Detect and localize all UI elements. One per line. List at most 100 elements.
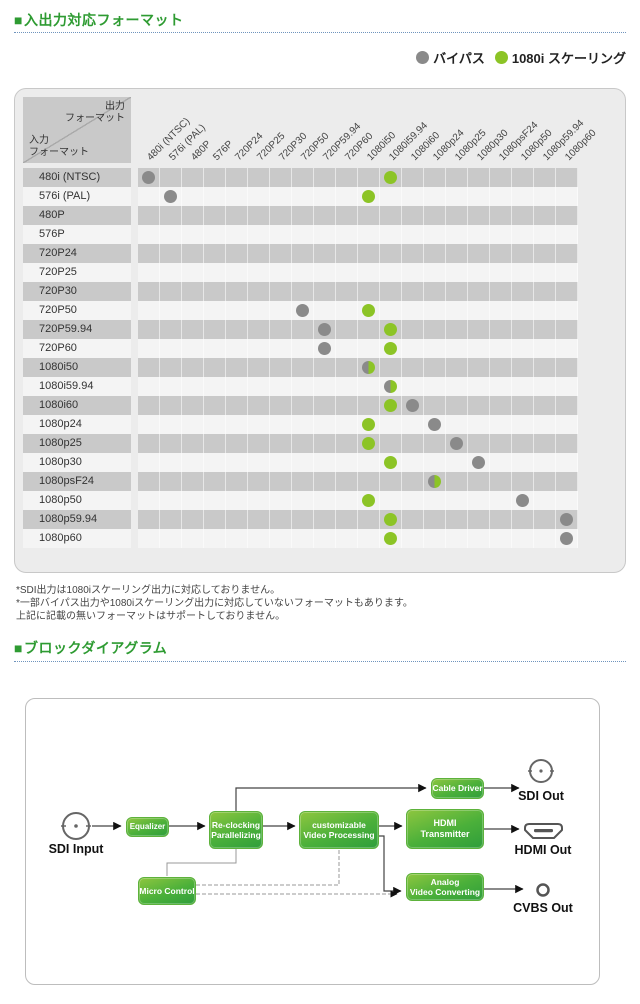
matrix-cell: [292, 358, 314, 377]
matrix-cell: [402, 472, 424, 491]
matrix-cell: [270, 301, 292, 320]
matrix-cell: [336, 339, 358, 358]
matrix-row-label: 1080p24: [23, 415, 131, 434]
matrix-cell: [380, 529, 402, 548]
matrix-cell: [248, 434, 270, 453]
matrix-cell: [512, 510, 534, 529]
matrix-cell: [380, 434, 402, 453]
matrix-cell: [512, 491, 534, 510]
matrix-cell: [534, 263, 556, 282]
matrix-cell: [336, 510, 358, 529]
matrix-cell: [270, 415, 292, 434]
bypass-dot: [406, 399, 419, 412]
matrix-cell: [512, 377, 534, 396]
matrix-cell: [380, 206, 402, 225]
matrix-cell: [314, 510, 336, 529]
matrix-cell: [248, 396, 270, 415]
matrix-cell: [292, 282, 314, 301]
matrix-row-gap: [131, 453, 138, 472]
matrix-cell: [358, 377, 380, 396]
format-matrix: 出力 フォーマット 入力 フォーマット 480i (NTSC) 576i (PAL…: [14, 88, 626, 573]
port-label-hdmi-out: HDMI Out: [514, 843, 572, 857]
matrix-cell: [424, 453, 446, 472]
matrix-cell: [160, 453, 182, 472]
matrix-cell: [490, 358, 512, 377]
matrix-cell: [512, 339, 534, 358]
matrix-cell: [380, 510, 402, 529]
matrix-cell: [226, 339, 248, 358]
matrix-row-label: 576P: [23, 225, 131, 244]
matrix-cell: [446, 263, 468, 282]
matrix-cell: [182, 320, 204, 339]
matrix-cell: [358, 187, 380, 206]
matrix-cell: [270, 282, 292, 301]
matrix-cell: [314, 491, 336, 510]
matrix-cell: [402, 434, 424, 453]
matrix-cell: [204, 320, 226, 339]
matrix-cell: [270, 358, 292, 377]
matrix-cell: [446, 206, 468, 225]
matrix-cell: [138, 396, 160, 415]
matrix-cell: [424, 434, 446, 453]
matrix-cell: [446, 377, 468, 396]
matrix-cell: [336, 491, 358, 510]
matrix-cell: [358, 168, 380, 187]
bnc-output-icon: [528, 759, 554, 783]
matrix-row: 480P: [15, 206, 578, 225]
matrix-cell: [292, 168, 314, 187]
matrix-cell: [336, 301, 358, 320]
matrix-cell: [424, 415, 446, 434]
matrix-cell: [380, 282, 402, 301]
bypass-scaling-dot: [384, 380, 397, 393]
matrix-cell: [556, 339, 578, 358]
matrix-cell: [336, 225, 358, 244]
matrix-cell: [182, 529, 204, 548]
matrix-cell: [248, 453, 270, 472]
matrix-cell: [358, 472, 380, 491]
matrix-row-gap: [131, 225, 138, 244]
port-label-cvbs-out: CVBS Out: [513, 901, 573, 915]
signal-lines: [92, 783, 524, 896]
matrix-cell: [468, 472, 490, 491]
footnote-line: *SDI出力は1080iスケーリング出力に対応しておりません。: [16, 585, 281, 596]
matrix-cell: [336, 282, 358, 301]
matrix-row: 576P: [15, 225, 578, 244]
matrix-cell: [402, 282, 424, 301]
matrix-cell: [556, 453, 578, 472]
matrix-cell: [336, 320, 358, 339]
matrix-cell: [248, 263, 270, 282]
matrix-cell: [204, 301, 226, 320]
matrix-cell: [468, 187, 490, 206]
matrix-cell: [204, 244, 226, 263]
matrix-cell: [182, 187, 204, 206]
matrix-cell: [380, 396, 402, 415]
matrix-cell: [270, 510, 292, 529]
matrix-cell: [446, 415, 468, 434]
matrix-cell: [512, 301, 534, 320]
matrix-cell: [226, 377, 248, 396]
matrix-row: 576i (PAL): [15, 187, 578, 206]
matrix-cell: [556, 529, 578, 548]
matrix-cell: [270, 244, 292, 263]
matrix-cell: [138, 320, 160, 339]
matrix-cell: [358, 225, 380, 244]
matrix-row-gap: [131, 472, 138, 491]
matrix-row-label: 480P: [23, 206, 131, 225]
matrix-cell: [314, 244, 336, 263]
matrix-row: 1080p60: [15, 529, 578, 548]
matrix-cell: [534, 206, 556, 225]
matrix-cell: [204, 434, 226, 453]
matrix-cell: [358, 453, 380, 472]
matrix-cell: [314, 282, 336, 301]
matrix-cell: [490, 301, 512, 320]
matrix-cell: [424, 491, 446, 510]
matrix-cell: [292, 339, 314, 358]
matrix-cell: [270, 263, 292, 282]
matrix-cell: [534, 339, 556, 358]
scaling-dot: [384, 342, 397, 355]
matrix-cell: [468, 168, 490, 187]
matrix-row-gap: [131, 320, 138, 339]
matrix-cell: [490, 472, 512, 491]
matrix-cell: [182, 510, 204, 529]
